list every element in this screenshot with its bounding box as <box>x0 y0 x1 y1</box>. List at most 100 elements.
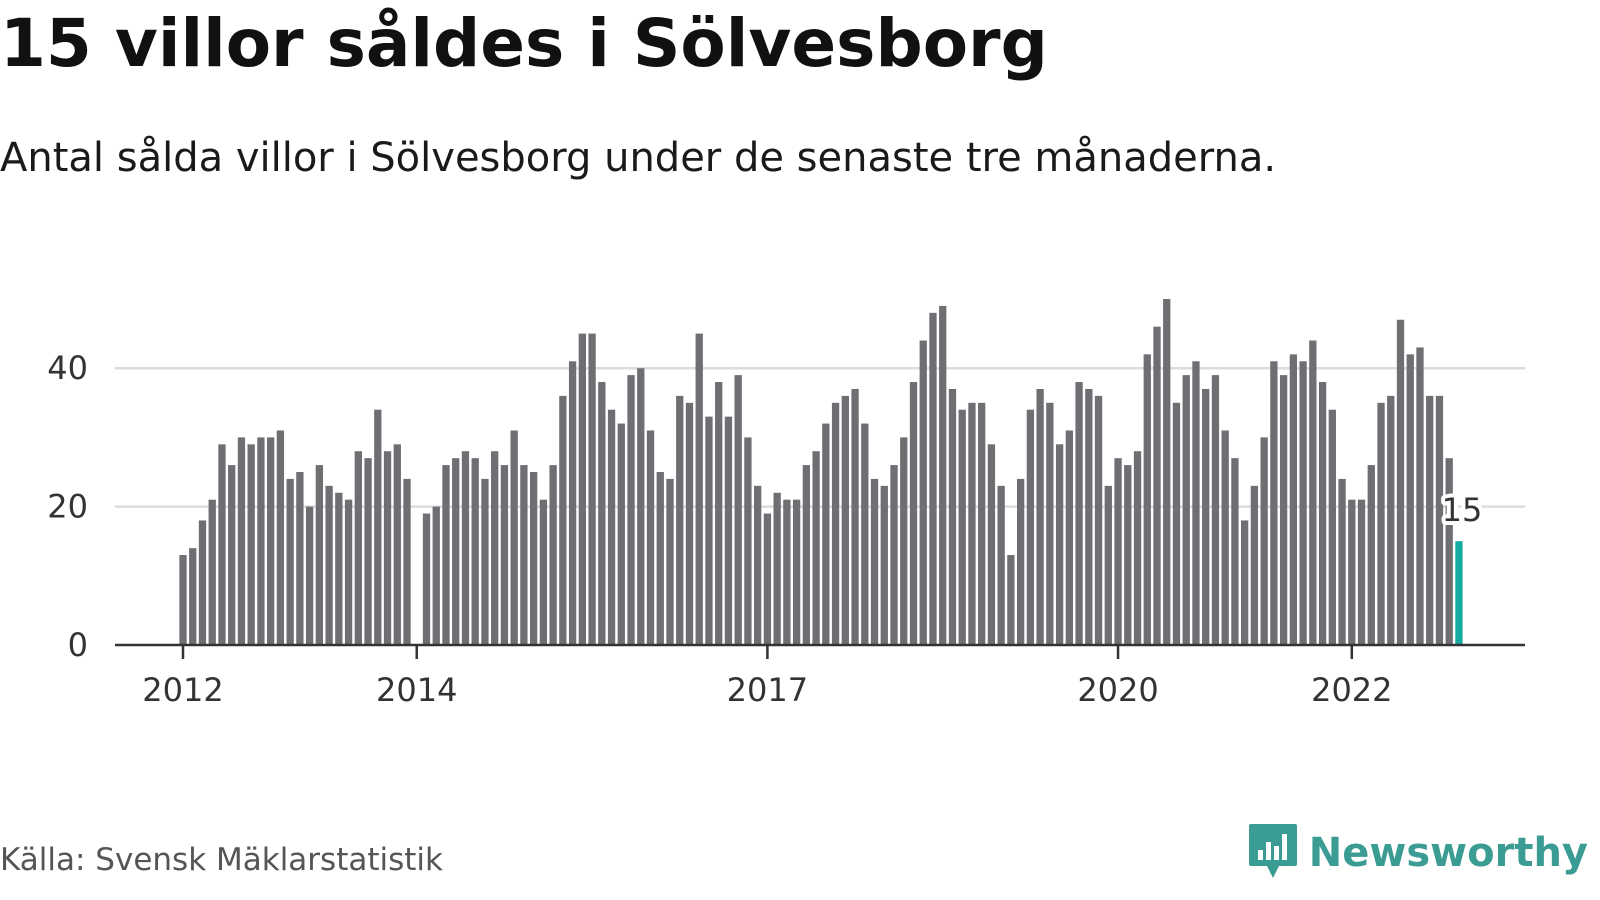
axes: 0 20 40 2012 2014 2017 2020 2022 <box>47 349 1525 709</box>
bar <box>1026 409 1035 645</box>
bar <box>1104 485 1112 645</box>
bar <box>724 416 733 645</box>
bar <box>1299 361 1307 645</box>
bar <box>685 402 694 645</box>
bar <box>228 465 236 645</box>
highlight-value-label: 15 <box>1442 491 1483 529</box>
bar <box>773 492 781 645</box>
bar <box>257 437 265 645</box>
bar <box>939 305 947 645</box>
bar <box>831 402 840 645</box>
bar <box>1211 375 1220 645</box>
bar <box>432 506 440 645</box>
bar <box>1085 388 1093 645</box>
bar <box>481 478 489 645</box>
bar <box>218 444 226 645</box>
bar <box>1250 485 1259 645</box>
bar <box>900 437 908 645</box>
bar <box>393 444 401 645</box>
bar <box>1289 354 1298 645</box>
bar <box>812 451 820 645</box>
bar <box>822 423 830 645</box>
bar <box>335 492 343 645</box>
bar <box>715 382 723 645</box>
bar <box>491 451 499 645</box>
bar <box>1426 395 1434 645</box>
y-tick-label: 0 <box>68 626 88 664</box>
bar <box>208 499 216 645</box>
bar <box>1221 430 1229 645</box>
bar <box>763 513 772 645</box>
bar <box>315 465 324 645</box>
bar <box>305 506 314 645</box>
bar <box>676 395 684 645</box>
bar <box>1318 382 1327 645</box>
bar <box>276 430 285 645</box>
bar <box>1231 458 1239 645</box>
bar <box>1435 395 1444 645</box>
bar <box>568 361 577 645</box>
brand-logo: Newsworthy <box>1247 822 1588 884</box>
bar <box>364 458 372 645</box>
bar <box>1445 458 1453 645</box>
bar <box>1279 375 1288 645</box>
bar <box>1094 395 1103 645</box>
bar <box>744 437 752 645</box>
x-tick-label: 2014 <box>376 671 457 709</box>
bar <box>607 409 616 645</box>
bar <box>1153 326 1161 645</box>
bar <box>909 382 918 645</box>
bar <box>354 451 362 645</box>
bar <box>549 465 557 645</box>
bar <box>890 465 898 645</box>
bar <box>520 465 528 645</box>
bar <box>267 437 275 645</box>
bar <box>500 465 509 645</box>
bar <box>646 430 655 645</box>
bar <box>861 423 869 645</box>
bar <box>1377 402 1385 645</box>
bar <box>1046 402 1054 645</box>
bar <box>1007 555 1015 645</box>
bar <box>627 375 635 645</box>
bar <box>734 375 742 645</box>
bar <box>1055 444 1064 645</box>
bar <box>1016 478 1025 645</box>
bar <box>978 402 986 645</box>
bar <box>929 312 937 645</box>
bar <box>1348 499 1356 645</box>
bar <box>198 520 207 645</box>
bar <box>461 451 470 645</box>
bar <box>471 458 479 645</box>
bar <box>1357 499 1366 645</box>
data-labels: 15 <box>1438 487 1487 533</box>
bar <box>1163 299 1171 645</box>
bar <box>783 499 791 645</box>
bar <box>1387 395 1395 645</box>
bar <box>383 451 392 645</box>
bar <box>1396 319 1405 645</box>
bar <box>617 423 625 645</box>
bar <box>559 395 567 645</box>
chart-title: 15 villor såldes i Sölvesborg <box>0 5 1048 82</box>
x-tick-label: 2012 <box>142 671 223 709</box>
bar <box>802 465 811 645</box>
bar <box>296 472 304 645</box>
bar <box>1114 458 1122 645</box>
bar <box>403 478 411 645</box>
bar <box>1241 520 1249 645</box>
bar <box>189 548 197 645</box>
bar <box>578 333 586 645</box>
bar <box>1406 354 1414 645</box>
bar <box>851 388 859 645</box>
bar <box>1260 437 1268 645</box>
bar <box>1065 430 1073 645</box>
bar <box>968 402 976 645</box>
bar <box>529 472 538 645</box>
bar <box>705 416 713 645</box>
bar-highlight <box>1455 541 1463 645</box>
bar <box>325 485 333 645</box>
bar <box>1133 451 1142 645</box>
bar <box>1075 382 1083 645</box>
